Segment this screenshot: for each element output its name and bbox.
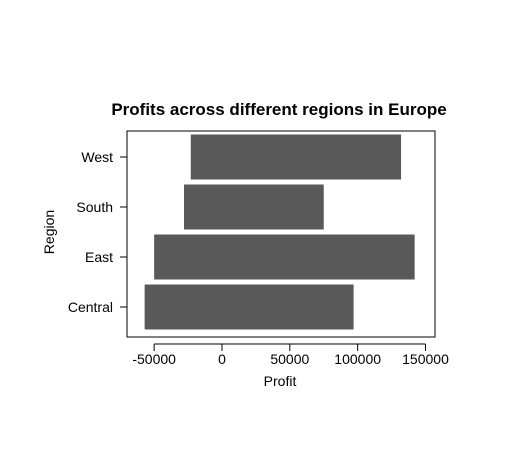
x-tick-label: 0 bbox=[218, 351, 226, 367]
bar-east bbox=[154, 234, 415, 280]
y-tick-label-south: South bbox=[76, 199, 113, 215]
x-axis-label: Profit bbox=[264, 373, 297, 389]
x-tick-label: -50000 bbox=[132, 351, 176, 367]
bar-south bbox=[183, 184, 324, 230]
x-tick-label: 150000 bbox=[402, 351, 449, 367]
x-axis: -50000 0 50000 100000 150000 bbox=[132, 343, 449, 367]
plot-frame bbox=[126, 130, 436, 338]
bar-west bbox=[190, 134, 402, 180]
y-tick-label-central: Central bbox=[68, 299, 113, 315]
chart-title: Profits across different regions in Euro… bbox=[111, 100, 446, 119]
bars-group bbox=[144, 134, 415, 330]
x-tick-label: 100000 bbox=[334, 351, 381, 367]
y-tick-label-west: West bbox=[81, 149, 113, 165]
y-tick-label-east: East bbox=[85, 249, 113, 265]
bar-central bbox=[144, 284, 354, 330]
y-axis-label: Region bbox=[41, 210, 57, 254]
x-tick-label: 50000 bbox=[270, 351, 309, 367]
y-axis: Central East South West bbox=[68, 149, 127, 315]
